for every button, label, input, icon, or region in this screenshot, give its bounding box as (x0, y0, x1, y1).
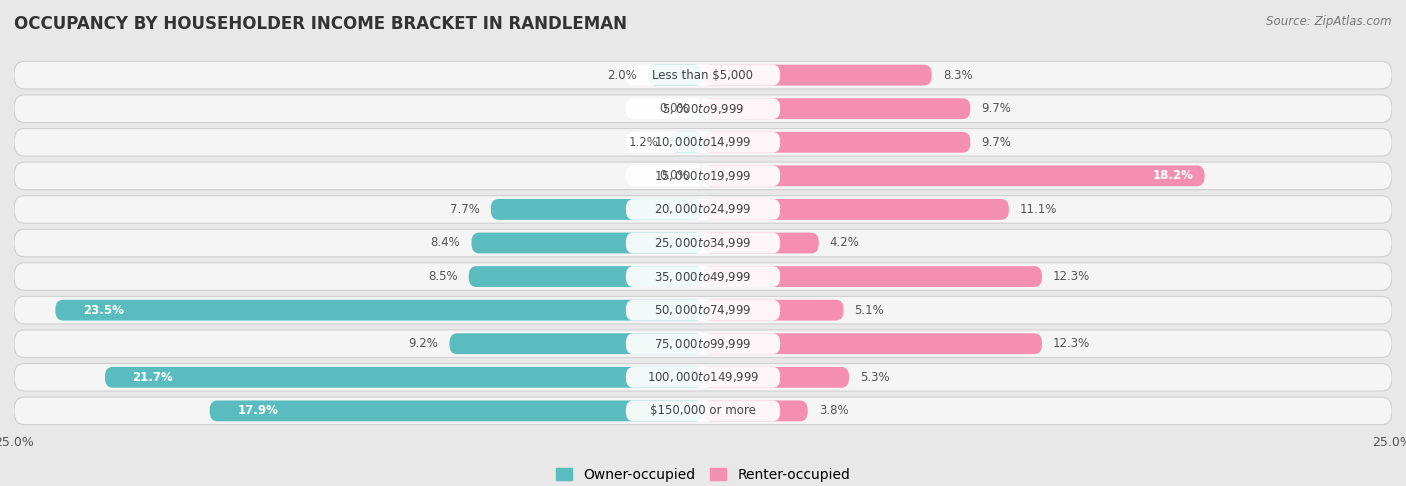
FancyBboxPatch shape (626, 233, 780, 253)
FancyBboxPatch shape (703, 333, 1042, 354)
Text: 11.1%: 11.1% (1019, 203, 1057, 216)
Text: $50,000 to $74,999: $50,000 to $74,999 (654, 303, 752, 317)
FancyBboxPatch shape (209, 400, 703, 421)
Text: 0.0%: 0.0% (659, 102, 689, 115)
FancyBboxPatch shape (626, 98, 780, 119)
FancyBboxPatch shape (14, 61, 1392, 89)
Text: OCCUPANCY BY HOUSEHOLDER INCOME BRACKET IN RANDLEMAN: OCCUPANCY BY HOUSEHOLDER INCOME BRACKET … (14, 15, 627, 33)
Text: 8.5%: 8.5% (427, 270, 458, 283)
Text: 5.3%: 5.3% (860, 371, 890, 384)
Text: 2.0%: 2.0% (607, 69, 637, 82)
FancyBboxPatch shape (703, 199, 1010, 220)
Text: 0.0%: 0.0% (659, 169, 689, 182)
Text: 9.7%: 9.7% (981, 136, 1011, 149)
FancyBboxPatch shape (703, 132, 970, 153)
Text: $5,000 to $9,999: $5,000 to $9,999 (662, 102, 744, 116)
FancyBboxPatch shape (14, 397, 1392, 425)
Text: 1.2%: 1.2% (628, 136, 659, 149)
FancyBboxPatch shape (626, 165, 780, 186)
FancyBboxPatch shape (468, 266, 703, 287)
FancyBboxPatch shape (703, 233, 818, 253)
FancyBboxPatch shape (669, 132, 703, 153)
Text: Source: ZipAtlas.com: Source: ZipAtlas.com (1267, 15, 1392, 28)
FancyBboxPatch shape (703, 165, 1205, 186)
Legend: Owner-occupied, Renter-occupied: Owner-occupied, Renter-occupied (550, 462, 856, 486)
Text: Less than $5,000: Less than $5,000 (652, 69, 754, 82)
FancyBboxPatch shape (626, 65, 780, 86)
FancyBboxPatch shape (626, 300, 780, 321)
FancyBboxPatch shape (626, 132, 780, 153)
Text: 12.3%: 12.3% (1053, 337, 1090, 350)
FancyBboxPatch shape (14, 196, 1392, 223)
FancyBboxPatch shape (626, 333, 780, 354)
Text: $150,000 or more: $150,000 or more (650, 404, 756, 417)
FancyBboxPatch shape (14, 263, 1392, 290)
Text: $35,000 to $49,999: $35,000 to $49,999 (654, 270, 752, 283)
FancyBboxPatch shape (14, 364, 1392, 391)
FancyBboxPatch shape (626, 266, 780, 287)
FancyBboxPatch shape (703, 400, 807, 421)
Text: 21.7%: 21.7% (132, 371, 173, 384)
FancyBboxPatch shape (491, 199, 703, 220)
FancyBboxPatch shape (703, 300, 844, 321)
FancyBboxPatch shape (471, 233, 703, 253)
Text: 8.4%: 8.4% (430, 237, 461, 249)
Text: $75,000 to $99,999: $75,000 to $99,999 (654, 337, 752, 351)
Text: $10,000 to $14,999: $10,000 to $14,999 (654, 135, 752, 149)
FancyBboxPatch shape (14, 296, 1392, 324)
Text: 17.9%: 17.9% (238, 404, 278, 417)
Text: 18.2%: 18.2% (1153, 169, 1194, 182)
Text: $20,000 to $24,999: $20,000 to $24,999 (654, 203, 752, 216)
FancyBboxPatch shape (14, 229, 1392, 257)
FancyBboxPatch shape (14, 128, 1392, 156)
FancyBboxPatch shape (626, 367, 780, 388)
FancyBboxPatch shape (14, 330, 1392, 358)
FancyBboxPatch shape (703, 367, 849, 388)
FancyBboxPatch shape (450, 333, 703, 354)
Text: 7.7%: 7.7% (450, 203, 479, 216)
FancyBboxPatch shape (648, 65, 703, 86)
FancyBboxPatch shape (626, 400, 780, 421)
FancyBboxPatch shape (699, 165, 703, 186)
FancyBboxPatch shape (699, 98, 703, 119)
FancyBboxPatch shape (703, 98, 970, 119)
Text: 4.2%: 4.2% (830, 237, 859, 249)
Text: 5.1%: 5.1% (855, 304, 884, 317)
FancyBboxPatch shape (14, 162, 1392, 190)
Text: $100,000 to $149,999: $100,000 to $149,999 (647, 370, 759, 384)
Text: 23.5%: 23.5% (83, 304, 124, 317)
Text: 12.3%: 12.3% (1053, 270, 1090, 283)
FancyBboxPatch shape (105, 367, 703, 388)
Text: $25,000 to $34,999: $25,000 to $34,999 (654, 236, 752, 250)
Text: $15,000 to $19,999: $15,000 to $19,999 (654, 169, 752, 183)
Text: 9.2%: 9.2% (409, 337, 439, 350)
FancyBboxPatch shape (626, 199, 780, 220)
FancyBboxPatch shape (55, 300, 703, 321)
FancyBboxPatch shape (14, 95, 1392, 122)
FancyBboxPatch shape (703, 65, 932, 86)
Text: 9.7%: 9.7% (981, 102, 1011, 115)
Text: 8.3%: 8.3% (943, 69, 973, 82)
Text: 3.8%: 3.8% (818, 404, 848, 417)
FancyBboxPatch shape (703, 266, 1042, 287)
